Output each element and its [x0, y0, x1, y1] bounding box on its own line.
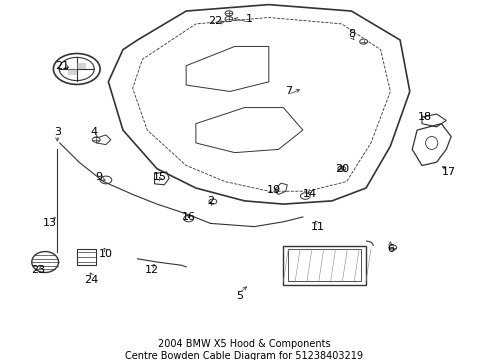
- Text: 22: 22: [208, 16, 222, 26]
- Text: 12: 12: [145, 265, 159, 275]
- Polygon shape: [77, 63, 85, 69]
- Text: 16: 16: [181, 212, 195, 222]
- Text: 6: 6: [386, 244, 393, 254]
- Text: 9: 9: [95, 172, 102, 182]
- Text: 2: 2: [206, 196, 214, 206]
- Text: 17: 17: [441, 167, 455, 177]
- Text: 14: 14: [303, 189, 317, 199]
- Text: 13: 13: [43, 219, 57, 228]
- Circle shape: [224, 11, 232, 16]
- Circle shape: [337, 166, 345, 171]
- Text: 3: 3: [54, 127, 61, 137]
- Circle shape: [92, 137, 100, 142]
- Text: 4: 4: [90, 127, 97, 137]
- Polygon shape: [68, 69, 77, 75]
- Text: 19: 19: [266, 185, 280, 195]
- Text: 20: 20: [334, 164, 348, 174]
- Text: 11: 11: [310, 222, 324, 231]
- Text: 5: 5: [236, 291, 243, 301]
- Bar: [77, 249, 96, 265]
- Text: 23: 23: [31, 265, 45, 275]
- Bar: [283, 246, 366, 284]
- Circle shape: [224, 17, 232, 22]
- Text: 18: 18: [416, 112, 430, 122]
- Text: 2004 BMW X5 Hood & Components
Centre Bowden Cable Diagram for 51238403219: 2004 BMW X5 Hood & Components Centre Bow…: [125, 339, 363, 360]
- Text: 21: 21: [55, 61, 69, 71]
- Text: 7: 7: [284, 86, 291, 96]
- Bar: [287, 249, 361, 281]
- Text: 24: 24: [84, 275, 98, 285]
- Text: 15: 15: [152, 172, 166, 182]
- Text: 8: 8: [347, 28, 354, 39]
- Circle shape: [388, 245, 396, 250]
- Text: 10: 10: [99, 249, 113, 259]
- Circle shape: [359, 39, 367, 44]
- Text: 1: 1: [245, 14, 252, 24]
